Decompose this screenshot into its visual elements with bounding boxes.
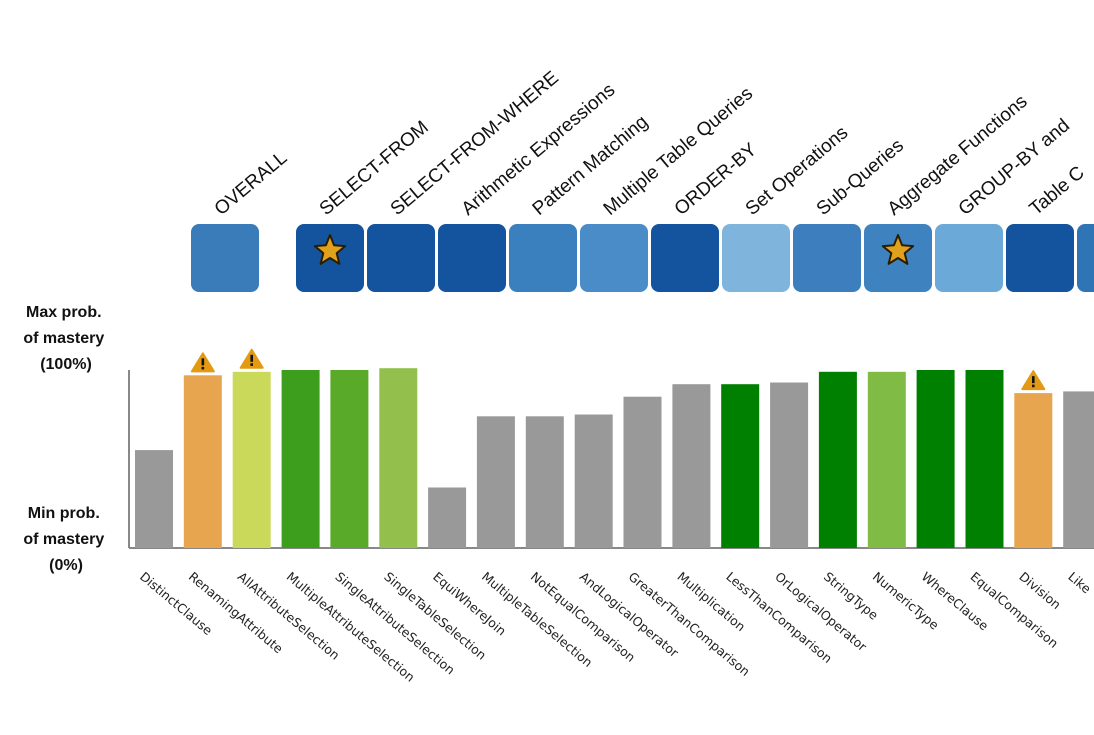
bar-rect[interactable] [770, 382, 809, 549]
topic-tile-box[interactable] [1006, 224, 1074, 292]
bar-renamingattribute[interactable] [183, 352, 222, 548]
skill-label: RenamingAttribute [186, 569, 286, 657]
bar-stringtype[interactable] [818, 371, 857, 548]
topic-tile-box[interactable] [651, 224, 719, 292]
bar-rect[interactable] [965, 370, 1004, 548]
bar-equiwherejoin[interactable] [428, 487, 467, 549]
topic-label: Table C [1026, 162, 1089, 219]
bar-singletableselection[interactable] [379, 368, 418, 548]
bar-allattributeselection[interactable] [232, 348, 271, 548]
bar-rect[interactable] [379, 368, 418, 548]
skill-label: Like [1065, 569, 1094, 597]
bar-rect[interactable] [428, 487, 467, 549]
bar-rect[interactable] [672, 384, 711, 548]
star-icon [313, 234, 347, 265]
bar-rect[interactable] [232, 371, 271, 548]
bar-rect[interactable] [916, 370, 955, 548]
topic-tile-box[interactable] [722, 224, 790, 292]
bar-rect[interactable] [623, 396, 662, 548]
bar-orlogicaloperator[interactable] [770, 382, 809, 549]
topic-tile-box[interactable] [438, 224, 506, 292]
bar-rect[interactable] [1014, 393, 1053, 548]
topic-tile-box[interactable] [793, 224, 861, 292]
skill-label: EqualComparison [968, 569, 1062, 651]
bar-singleattributeselection[interactable] [330, 370, 369, 548]
bar-distinctclause[interactable] [135, 450, 173, 548]
bar-rect[interactable] [183, 375, 222, 548]
bar-numerictype[interactable] [867, 371, 906, 548]
bar-rect[interactable] [525, 416, 564, 548]
topic-tile-box[interactable] [191, 224, 259, 292]
warning-icon [1021, 370, 1046, 391]
topic-tile-table-c[interactable]: Table C [1006, 162, 1089, 292]
bar-rect[interactable] [476, 416, 515, 548]
bar-rect[interactable] [574, 414, 613, 549]
topic-tiles-row: OVERALL SELECT-FROMSELECT-FROM-WHEREArith… [191, 67, 1094, 292]
topic-tile-box[interactable] [935, 224, 1003, 292]
bars [135, 348, 1094, 549]
bar-division[interactable] [1014, 370, 1053, 548]
bar-rect[interactable] [867, 371, 906, 548]
topic-label: OVERALL [211, 147, 292, 219]
bar-equalcomparison[interactable] [965, 370, 1004, 548]
topic-tile-blank[interactable] [1077, 224, 1094, 292]
topic-tile-box[interactable] [509, 224, 577, 292]
warning-icon [239, 348, 264, 369]
skill-label: Division [1016, 569, 1064, 612]
bar-andlogicaloperator[interactable] [574, 414, 613, 549]
skill-labels: DistinctClauseRenamingAttributeAllAttrib… [137, 569, 1094, 685]
bar-whereclause[interactable] [916, 370, 955, 548]
bar-rect[interactable] [330, 370, 369, 548]
bar-rect[interactable] [818, 371, 857, 548]
bar-multipletableselection[interactable] [476, 416, 515, 548]
bar-like[interactable] [1063, 391, 1094, 548]
star-icon [881, 234, 915, 265]
bar-greaterthancomparison[interactable] [623, 396, 662, 548]
topic-tile-box[interactable] [580, 224, 648, 292]
topic-tile-box[interactable] [367, 224, 435, 292]
max-label: Max prob. of mastery (100%) [23, 304, 108, 373]
warning-icon [190, 352, 215, 373]
bar-rect[interactable] [1063, 391, 1094, 548]
bar-lessthancomparison[interactable] [721, 384, 760, 548]
bar-multiplication[interactable] [672, 384, 711, 548]
min-label: Min prob. of mastery (0%) [23, 505, 108, 574]
topic-tile-overall[interactable]: OVERALL [191, 147, 291, 292]
bar-multipleattributeselection[interactable] [281, 370, 320, 548]
bar-rect[interactable] [281, 370, 320, 548]
bar-rect[interactable] [135, 450, 173, 548]
topic-tile-box[interactable] [1077, 224, 1094, 292]
bar-notequalcomparison[interactable] [525, 416, 564, 548]
bar-rect[interactable] [721, 384, 760, 548]
